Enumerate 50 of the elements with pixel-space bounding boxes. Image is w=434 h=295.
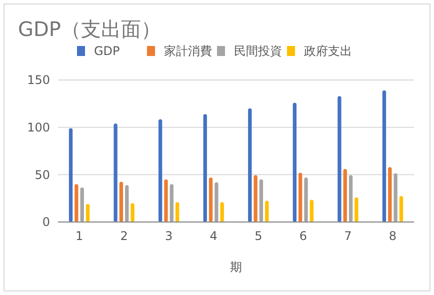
x-tick-label: 7: [344, 229, 352, 243]
bar: [265, 200, 269, 222]
bar: [338, 96, 342, 222]
x-tick-label: 3: [165, 229, 173, 243]
bar: [388, 167, 392, 222]
bar: [304, 178, 308, 222]
chart-title: GDP（支出面）: [18, 17, 161, 41]
bar: [248, 108, 252, 222]
bar: [68, 128, 73, 222]
bar: [220, 202, 224, 222]
x-axis-title: 期: [230, 260, 242, 274]
bar: [119, 182, 124, 222]
legend-label: 家計消費: [164, 44, 212, 58]
bar: [214, 182, 218, 222]
bar: [254, 175, 258, 222]
bar: [208, 178, 213, 222]
bar: [348, 175, 353, 222]
bar: [382, 90, 386, 222]
x-tick-label: 1: [75, 229, 84, 243]
x-tick-label: 2: [120, 229, 128, 243]
bar: [394, 173, 398, 222]
x-tick-label: 8: [388, 229, 397, 243]
bar: [164, 179, 168, 222]
bar: [354, 197, 358, 222]
y-tick-label: 0: [42, 215, 50, 230]
x-tick-label: 4: [210, 229, 218, 243]
bar: [292, 102, 297, 222]
bar: [203, 114, 207, 222]
bar: [399, 196, 404, 222]
x-tick-label: 6: [299, 229, 307, 243]
y-tick-label: 100: [27, 120, 50, 135]
bar: [259, 179, 264, 222]
bar: [74, 184, 78, 222]
bar: [130, 203, 134, 222]
bar: [298, 172, 302, 222]
x-tick-label: 5: [254, 229, 262, 243]
bar: [80, 187, 84, 222]
bar: [175, 202, 180, 222]
bar: [125, 185, 129, 222]
bar: [343, 168, 347, 222]
legend-label: GDP: [94, 44, 120, 58]
bar: [170, 184, 174, 222]
bar: [86, 204, 90, 222]
legend-label: 民間投資: [234, 44, 282, 58]
bar: [158, 119, 162, 222]
y-tick-label: 150: [27, 73, 50, 88]
legend-label: 政府支出: [304, 44, 352, 58]
bar: [114, 124, 118, 222]
y-tick-label: 50: [34, 168, 50, 182]
bar: [310, 200, 314, 222]
